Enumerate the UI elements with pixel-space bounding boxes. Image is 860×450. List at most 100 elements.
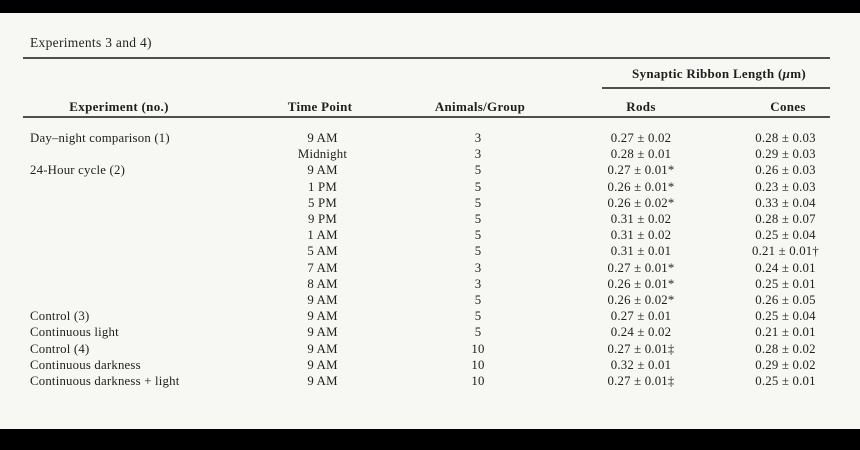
table-cell: 24-Hour cycle (2) — [30, 163, 126, 178]
table-body: Day–night comparison (1) 9 AM 3 0.27 ± 0.02… — [23, 130, 830, 389]
table-cell: 0.28 ± 0.01 — [610, 147, 672, 162]
table-cell: 0.27 ± 0.02 — [610, 131, 672, 145]
table-cell: 5 — [474, 228, 482, 243]
table-row: 9 PM 5 0.31 ± 0.02 0.28 ± 0.07 — [23, 211, 830, 227]
column-header-rods: Rods — [626, 99, 656, 114]
spanner-text-suffix: m) — [790, 66, 806, 81]
table-cell: 0.27 ± 0.01* — [607, 163, 675, 178]
table-cell: 0.23 ± 0.03 — [755, 179, 816, 194]
table-cell — [23, 179, 230, 195]
table-row: Midnight 3 0.28 ± 0.01 0.29 ± 0.03 — [23, 146, 830, 162]
column-header-animals-group: Animals/Group — [434, 99, 526, 114]
top-black-bar — [0, 0, 860, 13]
table-cell: 1 AM — [307, 228, 338, 243]
table-cell: 0.27 ± 0.01 — [610, 309, 672, 324]
table-row: 5 PM 5 0.26 ± 0.02* 0.33 ± 0.04 — [23, 195, 830, 211]
table-cell: 5 — [474, 325, 482, 340]
table-cell: 0.26 ± 0.02* — [607, 195, 675, 210]
table-cell: 0.25 ± 0.01 — [755, 374, 816, 389]
table-cell: 7 AM — [307, 260, 338, 275]
table-row: 7 AM 3 0.27 ± 0.01* 0.24 ± 0.01 — [23, 260, 830, 276]
table-cell: 0.21 ± 0.01 — [755, 325, 816, 340]
table-cell: 0.27 ± 0.01‡ — [607, 341, 675, 356]
table-cell: 0.33 ± 0.04 — [755, 195, 816, 210]
table-cell: 9 AM — [307, 357, 338, 372]
table-row: Control (3) 9 AM 5 0.27 ± 0.01 0.25 ± 0.04 — [23, 308, 830, 324]
table-cell: 10 — [471, 357, 485, 372]
table-cell: Continuous darkness — [30, 357, 141, 372]
column-header-experiment: Experiment (no.) — [69, 99, 169, 114]
table-cell: Control (4) — [30, 341, 90, 356]
table-row: 24-Hour cycle (2) 9 AM 5 0.27 ± 0.01* 0.26 ±… — [23, 162, 830, 178]
table-cell: 0.25 ± 0.01 — [755, 276, 816, 291]
table-cell: Midnight — [297, 147, 348, 162]
table-cell: 0.32 ± 0.01 — [610, 357, 672, 372]
table-cell: 10 — [471, 341, 485, 356]
table-cell: 3 — [474, 131, 482, 145]
table-cell: 0.26 ± 0.03 — [755, 163, 816, 178]
table-row: Continuous darkness 9 AM 10 0.32 ± 0.01 0.29… — [23, 357, 830, 373]
table-cell: 5 — [474, 163, 482, 178]
table-cell: 3 — [474, 147, 482, 162]
bottom-black-bar — [0, 429, 860, 450]
table-cell: 0.28 ± 0.02 — [755, 341, 816, 356]
table-cell: Control (3) — [30, 309, 90, 324]
table-cell: 9 PM — [308, 212, 337, 227]
table-cell: 0.26 ± 0.05 — [755, 293, 816, 308]
table-cell: 0.31 ± 0.02 — [610, 228, 672, 243]
table-cell: Continuous light — [30, 325, 119, 340]
table-cell — [23, 276, 230, 292]
table-cell: 0.26 ± 0.02* — [607, 293, 675, 308]
table-cell: 5 — [474, 244, 482, 259]
table-cell: Day–night comparison (1) — [30, 131, 170, 145]
table-cell: 0.28 ± 0.03 — [755, 131, 816, 145]
table-cell: 0.24 ± 0.01 — [755, 260, 816, 275]
table-cell: 0.27 ± 0.01‡ — [607, 374, 675, 389]
table-cell: 5 PM — [308, 195, 337, 210]
spanner-header-synaptic-ribbon-length: Synaptic Ribbon Length (μm) — [632, 66, 806, 82]
table-cell: 9 AM — [307, 374, 338, 389]
column-header-time-point: Time Point — [287, 99, 353, 114]
table-cell: 0.31 ± 0.01 — [610, 244, 672, 259]
table-cell — [23, 243, 230, 259]
table-row: Continuous light 9 AM 5 0.24 ± 0.02 0.21 ± 0… — [23, 324, 830, 340]
rule-spanner — [602, 87, 830, 89]
rule-top — [23, 57, 830, 59]
table-row: Day–night comparison (1) 9 AM 3 0.27 ± 0.02… — [23, 130, 830, 146]
table-cell: 9 AM — [307, 131, 338, 145]
table-cell — [23, 227, 230, 243]
table-cell: 5 — [474, 179, 482, 194]
table-row: 9 AM 5 0.26 ± 0.02* 0.26 ± 0.05 — [23, 292, 830, 308]
table-cell: 0.27 ± 0.01* — [607, 260, 675, 275]
table-cell: 1 PM — [308, 179, 337, 194]
table-cell: 0.28 ± 0.07 — [755, 212, 816, 227]
spanner-text-prefix: Synaptic Ribbon Length ( — [632, 66, 783, 81]
table-cell: 0.26 ± 0.01* — [607, 179, 675, 194]
table-row: 1 PM 5 0.26 ± 0.01* 0.23 ± 0.03 — [23, 179, 830, 195]
table-cell: 5 — [474, 309, 482, 324]
table-cell: 9 AM — [307, 325, 338, 340]
table-cell: 0.25 ± 0.04 — [755, 228, 816, 243]
column-header-cones: Cones — [770, 99, 806, 114]
table-row: 5 AM 5 0.31 ± 0.01 0.21 ± 0.01† — [23, 243, 830, 259]
table-cell — [23, 292, 230, 308]
table-row: 1 AM 5 0.31 ± 0.02 0.25 ± 0.04 — [23, 227, 830, 243]
table-cell: 9 AM — [307, 163, 338, 178]
table-cell — [23, 211, 230, 227]
table-cell: 8 AM — [307, 276, 338, 291]
table-cell — [23, 260, 230, 276]
table-row: Control (4) 9 AM 10 0.27 ± 0.01‡ 0.28 ± 0.02 — [23, 341, 830, 357]
table-cell: 9 AM — [307, 293, 338, 308]
table-cell: 5 — [474, 293, 482, 308]
table-cell — [23, 195, 230, 211]
table-cell: 0.25 ± 0.04 — [755, 309, 816, 324]
table-cell: 9 AM — [307, 341, 338, 356]
table-cell: 3 — [474, 276, 482, 291]
table-cell: 0.31 ± 0.02 — [610, 212, 672, 227]
table-cell: 0.29 ± 0.03 — [755, 147, 816, 162]
table-cell: 5 — [474, 195, 482, 210]
table-cell: 5 AM — [307, 244, 338, 259]
mu-symbol: μ — [782, 66, 791, 81]
table-cell: 10 — [471, 374, 485, 389]
